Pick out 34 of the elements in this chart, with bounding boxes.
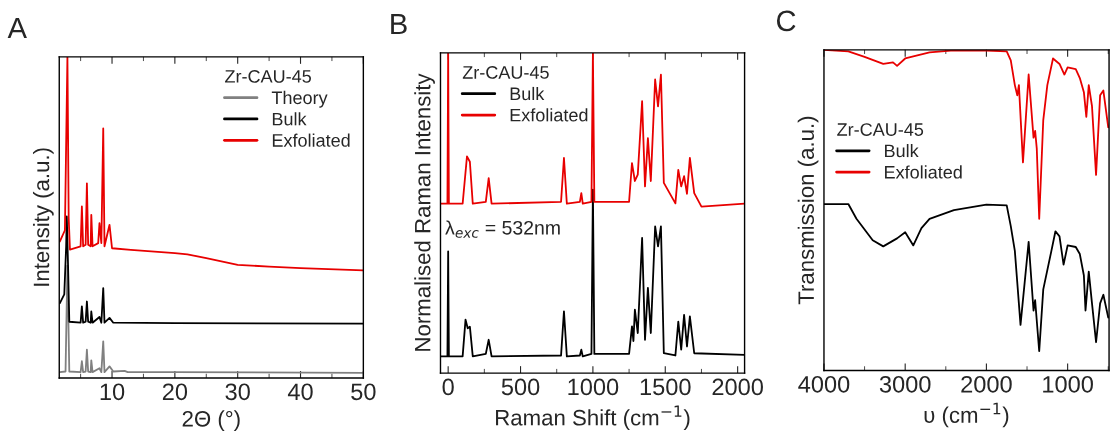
chart-title: B (391, 14, 407, 35)
y-axis-title: Normalised Raman Intensity (414, 73, 435, 351)
legend-label: Exfoliated (885, 165, 962, 179)
x-axis-title: υ (cm$^{−1}$) (924, 402, 1009, 428)
legend-label: Bulk (272, 112, 307, 126)
y-axis-title: Transmission (a.u.) (797, 116, 819, 305)
chart-title: C (776, 10, 796, 32)
x-tick-label: 40 (287, 383, 313, 401)
legend-title: Zr-CAU-45 (462, 66, 549, 79)
legend-label: Exfoliated (510, 108, 588, 122)
x-tick-label: 1000 (1043, 375, 1093, 393)
x-axis-title: Raman Shift (cm$^{−1}$) (496, 405, 690, 430)
x-axis-title: 2Θ (°) (182, 410, 240, 432)
x-tick-label: 4000 (798, 375, 850, 393)
x-tick-label: 0 (442, 378, 454, 396)
legend-title: Zr-CAU-45 (225, 70, 311, 83)
x-tick-label: 50 (351, 383, 376, 401)
legend-label: Theory (271, 90, 328, 108)
legend-title: Zr-CAU-45 (837, 123, 924, 136)
x-tick-label: 20 (162, 383, 188, 401)
x-tick-label: 1000 (568, 378, 619, 396)
x-tick-label: 500 (501, 378, 540, 396)
annotation: λ$_{exc}$ = 532nm (445, 220, 560, 238)
x-tick-label: 10 (100, 383, 125, 401)
x-tick-label: 2000 (712, 378, 763, 396)
x-tick-label: 1500 (640, 378, 691, 396)
chart-title: A (7, 17, 27, 38)
legend-label: Exfoliated (272, 133, 350, 147)
legend-label: Bulk (885, 144, 919, 158)
x-tick-label: 3000 (879, 375, 931, 393)
x-tick-label: 2000 (961, 375, 1012, 393)
legend-label: Bulk (510, 86, 545, 101)
x-tick-label: 30 (225, 383, 250, 401)
y-axis-title: Intensity (a.u.) (32, 148, 54, 286)
